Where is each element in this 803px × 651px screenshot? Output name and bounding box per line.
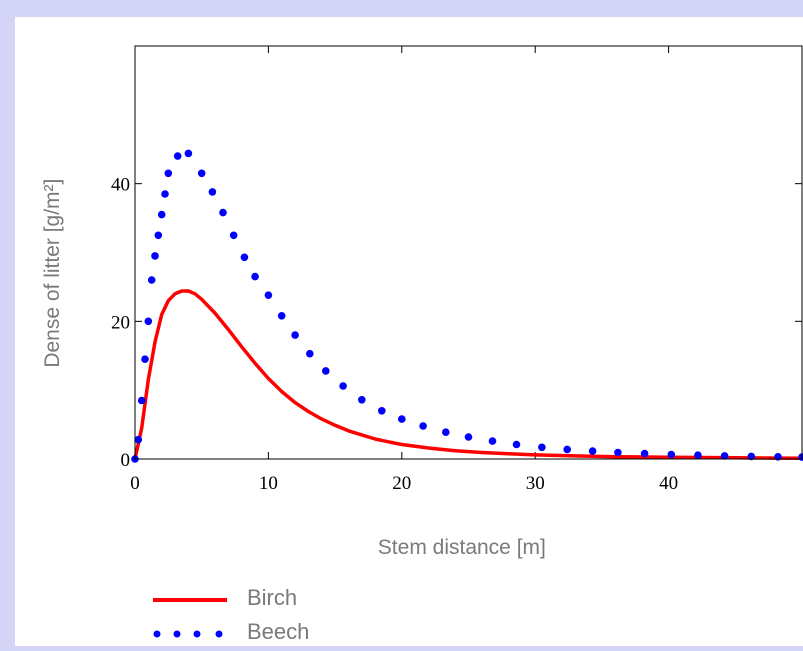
x-tick-label: 0	[130, 473, 140, 494]
beech-data-point	[161, 190, 169, 198]
beech-data-point	[173, 152, 182, 160]
y-tick-label: 40	[111, 175, 130, 196]
beech-data-point	[588, 447, 597, 455]
chart-panel: 0 10 20 30 40 0 20 40 Stem distance [m] Dense o…	[15, 17, 803, 646]
beech-data-point	[184, 149, 193, 158]
beech-data-point	[640, 449, 649, 458]
beech-data-point	[154, 231, 163, 240]
x-tick-label: 40	[659, 473, 678, 494]
x-axis-title: Stem distance [m]	[378, 536, 546, 559]
beech-data-point	[164, 169, 173, 178]
beech-data-point	[157, 210, 166, 219]
beech-data-point	[563, 445, 571, 454]
beech-data-point	[488, 437, 497, 445]
legend-label-beech: Beech	[247, 619, 310, 644]
beech-data-point	[398, 415, 406, 423]
beech-data-point	[240, 253, 249, 262]
beech-data-point	[147, 276, 156, 284]
birch-series-line	[133, 289, 803, 460]
beech-data-point	[512, 440, 521, 449]
beech-data-point	[694, 451, 702, 460]
beech-data-point	[538, 443, 546, 452]
beech-data-point	[720, 452, 729, 460]
beech-data-point	[229, 231, 238, 240]
birch-line-swatch	[153, 598, 227, 602]
beech-data-point	[144, 317, 153, 326]
x-tick-label: 30	[526, 473, 545, 494]
legend-item-beech: Beech	[147, 617, 407, 651]
beech-data-point	[339, 382, 347, 390]
beech-dots-swatch	[153, 630, 223, 638]
beech-data-point	[134, 435, 143, 444]
beech-data-point	[137, 396, 146, 405]
legend-item-birch: Birch	[147, 583, 407, 617]
beech-data-point	[358, 396, 366, 404]
beech-data-point	[208, 188, 217, 196]
y-tick-label: 20	[111, 312, 130, 333]
beech-data-point	[151, 252, 159, 260]
beech-data-point	[277, 312, 286, 320]
beech-data-point	[667, 450, 676, 459]
beech-data-point	[442, 428, 450, 437]
beech-data-point	[306, 349, 314, 358]
beech-data-point	[747, 452, 756, 461]
x-tick-label: 20	[392, 473, 411, 494]
beech-data-point	[197, 169, 206, 178]
legend-label-birch: Birch	[247, 585, 298, 610]
beech-data-point	[419, 422, 427, 430]
beech-data-point	[322, 367, 330, 375]
y-axis-title: Dense of litter [g/m²]	[41, 179, 64, 368]
litter-density-chart: 0 10 20 30 40 0 20 40 Stem distance [m] Dense o…	[41, 45, 803, 559]
beech-data-point	[291, 331, 299, 339]
beech-data-point	[464, 433, 473, 441]
beech-data-point	[614, 448, 622, 457]
beech-data-point	[264, 291, 273, 300]
legend: Birch Beech	[147, 583, 407, 651]
beech-data-point	[378, 407, 386, 415]
beech-data-point	[219, 208, 227, 217]
beech-data-point	[141, 355, 149, 364]
y-tick-label: 0	[121, 450, 131, 471]
plot-area-frame	[134, 45, 803, 460]
beech-data-point	[251, 272, 259, 281]
x-tick-label: 10	[259, 473, 278, 494]
